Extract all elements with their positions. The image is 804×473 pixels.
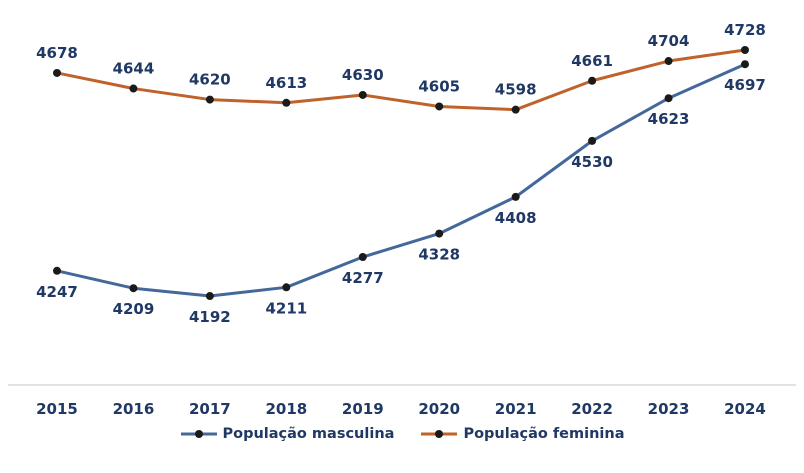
data-marker: [129, 84, 138, 93]
data-marker: [53, 266, 61, 275]
data-label: 4728: [724, 21, 766, 39]
data-marker: [282, 283, 291, 292]
x-tick-label: 2018: [265, 400, 307, 418]
x-tick-label: 2017: [189, 400, 231, 418]
data-label: 4192: [189, 308, 231, 326]
data-marker: [740, 46, 749, 54]
data-marker: [511, 192, 520, 201]
data-label: 4598: [495, 81, 537, 99]
data-label: 4328: [418, 246, 460, 264]
x-tick-label: 2020: [418, 400, 460, 418]
series-line-1: [55, 48, 747, 112]
data-marker: [588, 136, 597, 145]
data-marker: [129, 284, 138, 293]
data-label: 4697: [724, 76, 766, 94]
legend-label-masculina: População masculina: [222, 426, 395, 442]
legend-label-feminina: População feminina: [463, 426, 625, 442]
legend-marker-masculina-icon: [180, 430, 217, 438]
data-marker: [282, 98, 291, 107]
x-tick-label: 2015: [36, 400, 78, 418]
data-marker: [358, 90, 367, 99]
x-tick-label: 2016: [113, 400, 155, 418]
plot-area: 4247 4209 4192 4211 4277 4328 4408 4530 4623 4697…: [8, 21, 796, 418]
data-label: 4661: [571, 52, 613, 70]
data-marker: [664, 57, 673, 66]
x-tick-label: 2023: [648, 400, 690, 418]
data-marker: [740, 60, 749, 69]
x-tick-label: 2019: [342, 400, 384, 418]
legend-item-feminina: População feminina: [420, 426, 625, 442]
chart-legend: População masculina População feminina: [0, 426, 804, 442]
data-label: 4209: [113, 300, 155, 318]
data-label: 4644: [113, 60, 155, 78]
data-label: 4247: [36, 283, 78, 301]
series-line-0: [55, 62, 747, 298]
data-marker: [358, 253, 367, 262]
data-marker: [511, 105, 520, 114]
data-label: 4408: [495, 209, 537, 227]
data-label: 4613: [265, 74, 307, 92]
data-marker: [205, 292, 214, 301]
data-marker: [435, 102, 444, 111]
data-label: 4530: [571, 153, 613, 171]
data-label: 4678: [36, 44, 78, 62]
data-label: 4704: [648, 32, 690, 50]
legend-item-masculina: População masculina: [180, 426, 395, 442]
data-marker: [588, 76, 597, 85]
data-label: 4211: [265, 299, 307, 317]
x-tick-label: 2024: [724, 400, 766, 418]
data-label: 4277: [342, 269, 384, 287]
legend-marker-feminina-icon: [421, 430, 458, 438]
data-marker: [435, 229, 444, 238]
x-tick-label: 2021: [495, 400, 537, 418]
data-marker: [53, 68, 61, 77]
data-marker: [664, 94, 673, 103]
data-label: 4630: [342, 66, 384, 84]
data-label: 4605: [418, 77, 460, 95]
data-marker: [205, 95, 214, 104]
data-label: 4620: [189, 71, 231, 89]
data-label: 4623: [648, 110, 690, 128]
x-tick-label: 2022: [571, 400, 613, 418]
